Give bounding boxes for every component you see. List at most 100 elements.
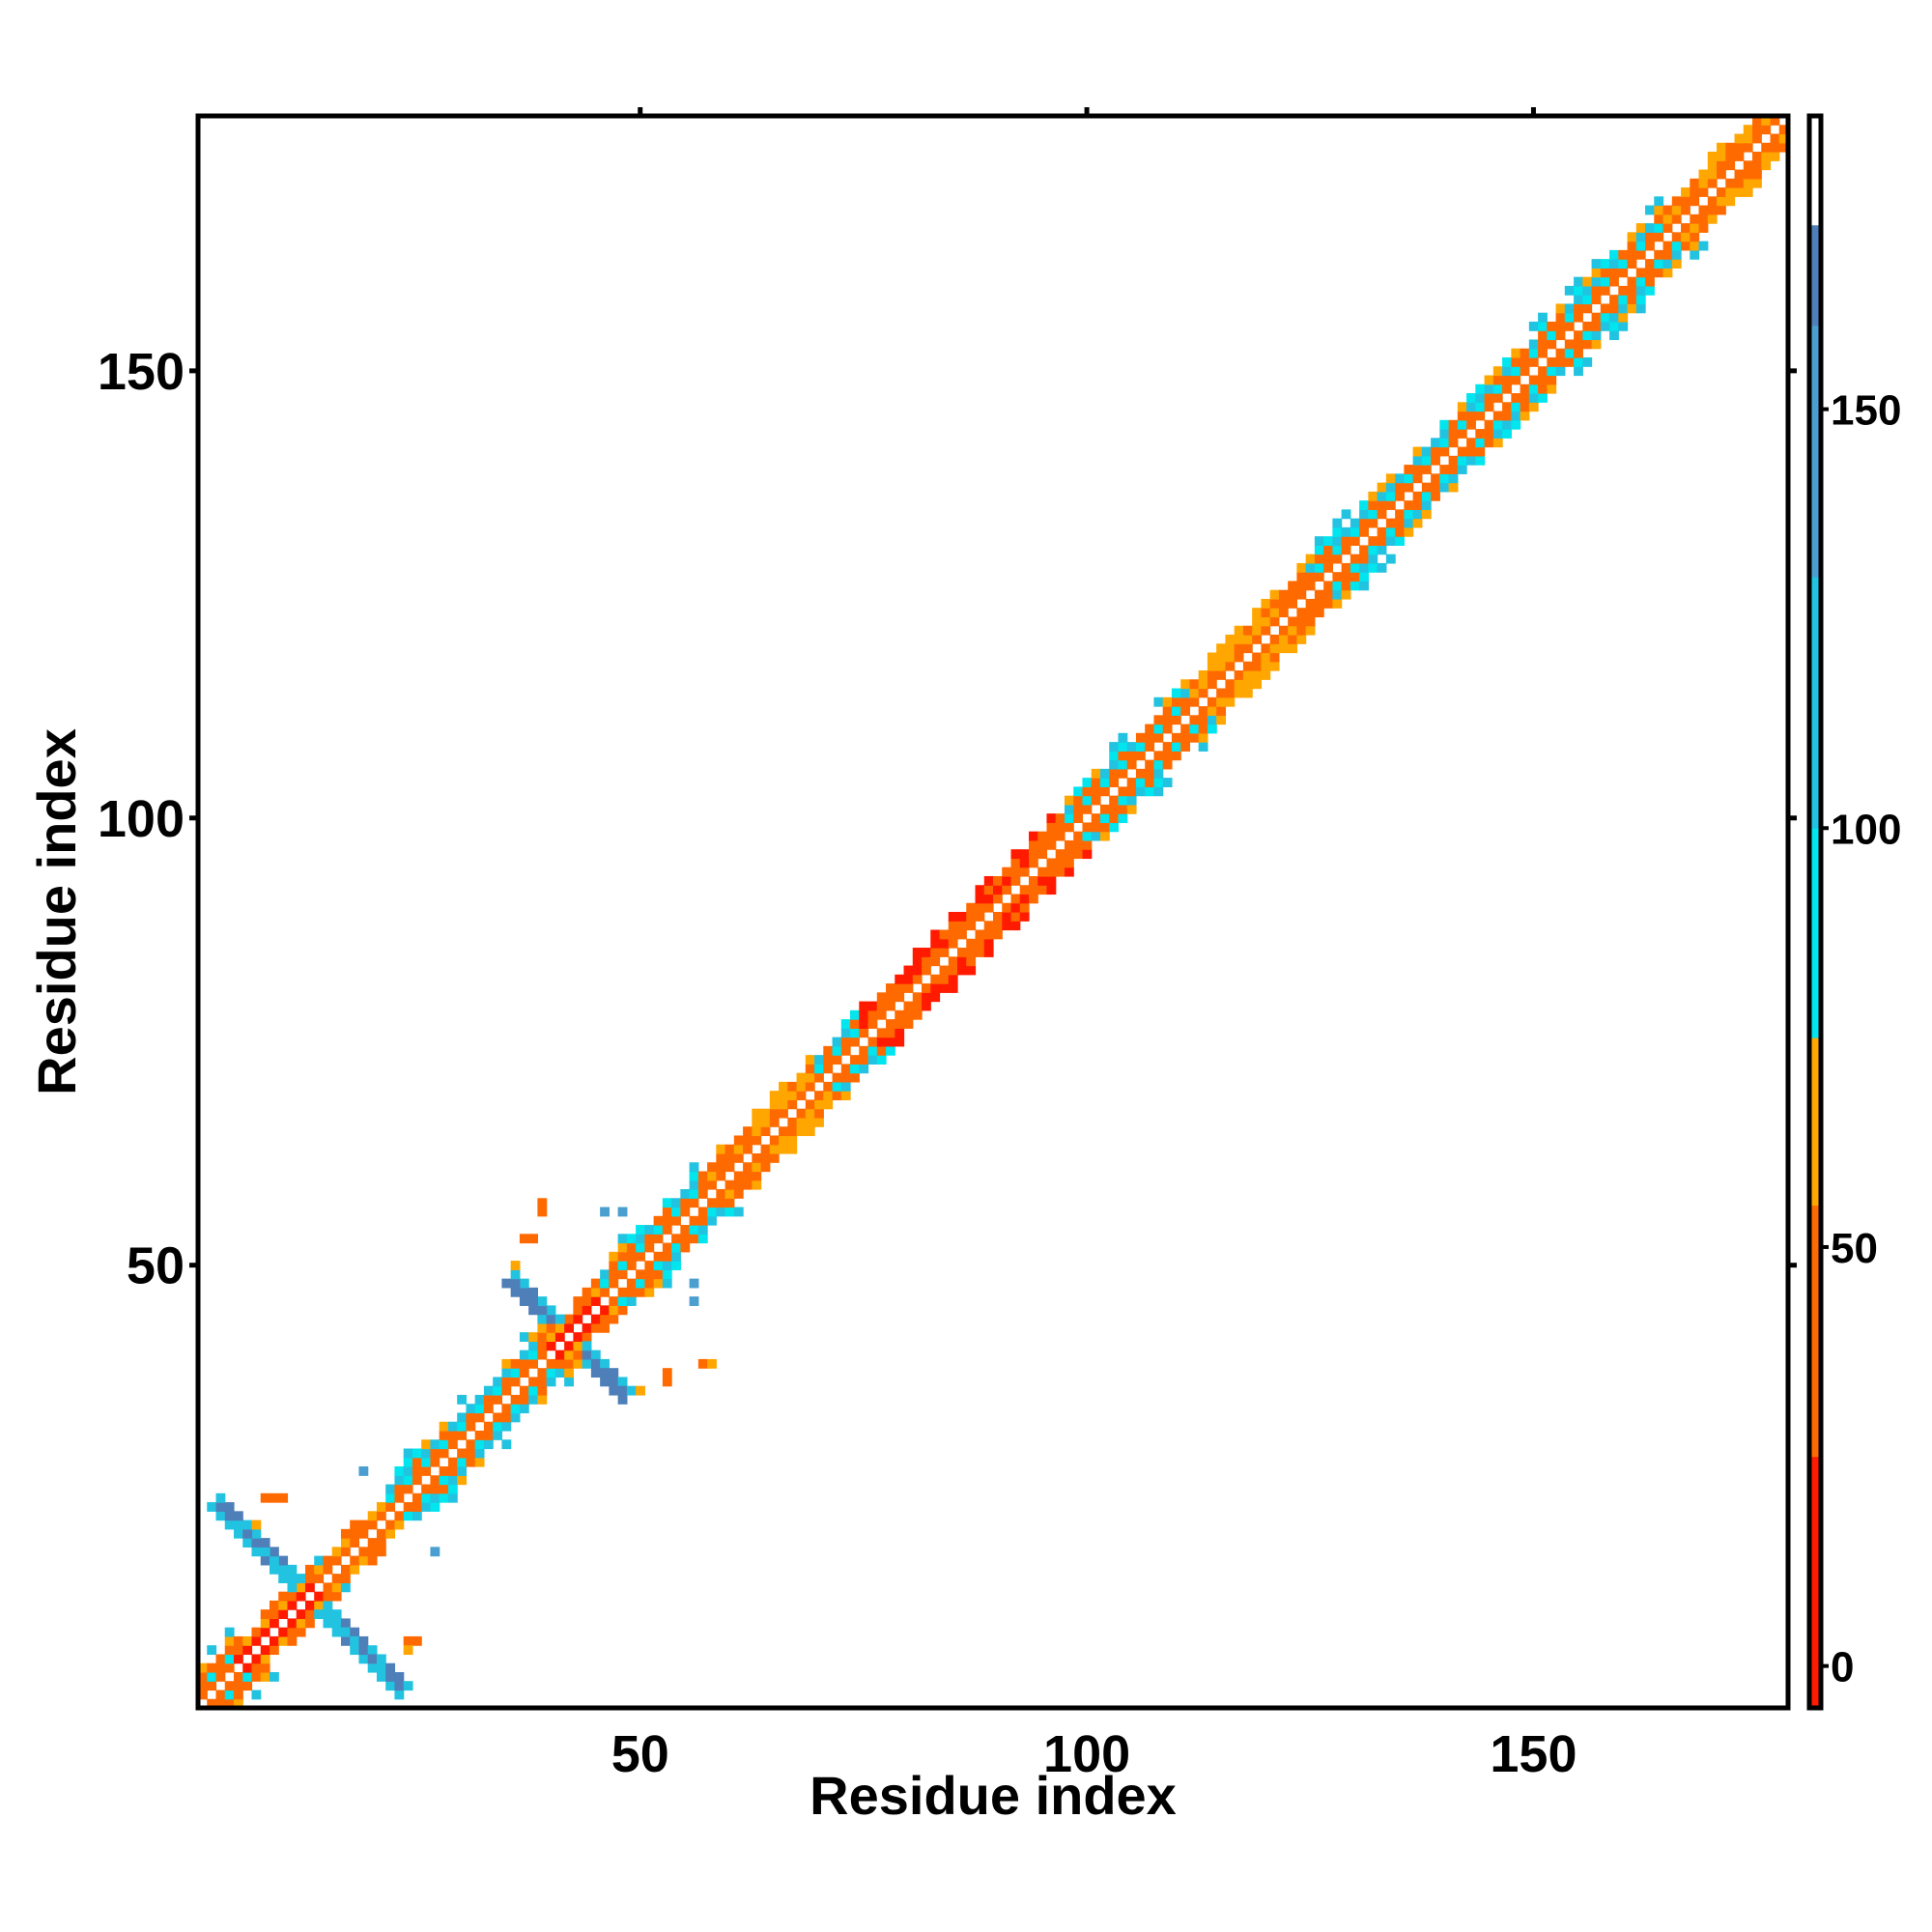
heatmap-cell (1627, 241, 1637, 251)
heatmap-cell (1547, 330, 1557, 341)
heatmap-cell (876, 1045, 887, 1056)
heatmap-cell (314, 1591, 325, 1602)
heatmap-cell (1028, 849, 1038, 860)
heatmap-cell (1252, 634, 1263, 644)
heatmap-cell (421, 1502, 432, 1512)
heatmap-cell (859, 1045, 869, 1056)
heatmap-cell (1690, 241, 1700, 251)
heatmap-cell (1609, 330, 1619, 341)
heatmap-cell (993, 894, 1003, 904)
heatmap-cell (1645, 268, 1655, 278)
heatmap-cell (1511, 366, 1521, 377)
heatmap-cell (466, 1404, 476, 1414)
heatmap-cell (278, 1627, 289, 1637)
heatmap-cell (269, 1645, 279, 1656)
heatmap-cell (653, 1251, 664, 1262)
heatmap-cell (215, 1698, 226, 1709)
heatmap-cell (930, 948, 941, 957)
heatmap-cell (859, 1009, 869, 1020)
heatmap-cell (600, 1287, 610, 1297)
heatmap-cell (805, 1099, 815, 1110)
heatmap-cell (1162, 751, 1173, 761)
heatmap-cell (716, 1198, 726, 1208)
heatmap-cell (617, 1287, 628, 1297)
heatmap-cell (752, 1152, 762, 1163)
heatmap-cell (1466, 402, 1476, 412)
heatmap-cell (1698, 223, 1709, 233)
heatmap-cell (430, 1439, 440, 1450)
heatmap-cell (1627, 276, 1637, 287)
heatmap-cell (1234, 652, 1244, 663)
heatmap-cell (1359, 526, 1369, 537)
heatmap-cell (1350, 526, 1360, 537)
heatmap-cell (662, 1251, 672, 1262)
heatmap-cell (340, 1618, 351, 1629)
heatmap-cell (1681, 205, 1690, 215)
heatmap-cell (215, 1690, 226, 1700)
heatmap-cell (876, 1009, 887, 1020)
heatmap-cell (689, 1189, 699, 1199)
heatmap-cell (760, 1117, 771, 1127)
heatmap-cell (1242, 688, 1253, 698)
heatmap-cell (590, 1287, 601, 1297)
heatmap-cell (1395, 518, 1405, 528)
heatmap-cell (1082, 849, 1093, 860)
heatmap-cell (242, 1538, 253, 1548)
heatmap-cell (1073, 831, 1084, 841)
heatmap-cell (1207, 679, 1217, 690)
heatmap-cell (269, 1609, 279, 1620)
heatmap-cell (323, 1600, 333, 1610)
heatmap-cell (1662, 241, 1673, 251)
heatmap-cell (1520, 411, 1530, 421)
heatmap-cell (385, 1492, 396, 1503)
heatmap-cell (260, 1538, 270, 1548)
heatmap-cell (1618, 321, 1629, 331)
heatmap-cell (510, 1269, 521, 1280)
heatmap-cell (528, 1234, 538, 1244)
heatmap-cell (1305, 598, 1316, 609)
heatmap-cell (1421, 509, 1432, 520)
heatmap-cell (350, 1520, 360, 1530)
heatmap-cell (350, 1635, 360, 1646)
heatmap-cell (1698, 169, 1709, 180)
heatmap-cell (1261, 616, 1271, 627)
heatmap-cell (1717, 160, 1726, 171)
heatmap-cell (1261, 652, 1271, 663)
heatmap-cell (1252, 670, 1263, 680)
heatmap-cell (1404, 526, 1414, 537)
heatmap-cell (733, 1135, 744, 1146)
heatmap-cell (1734, 142, 1745, 153)
heatmap-cell (697, 1358, 708, 1369)
heatmap-cell (840, 1091, 851, 1101)
heatmap-cell (1457, 446, 1467, 457)
colorbar-bin (1809, 828, 1821, 1038)
heatmap-cell (733, 1189, 744, 1199)
heatmap-cell (1591, 339, 1602, 350)
heatmap-cell (1528, 393, 1539, 403)
heatmap-cell (1145, 742, 1155, 752)
heatmap-cell (1538, 366, 1548, 377)
heatmap-cell (1323, 589, 1333, 600)
heatmap-cell (537, 1198, 548, 1208)
heatmap-cell (697, 1179, 708, 1190)
heatmap-cell (895, 974, 905, 984)
heatmap-cell (1099, 813, 1110, 824)
heatmap-cell (903, 983, 914, 993)
heatmap-cell (1725, 187, 1736, 197)
heatmap-cell (948, 983, 958, 993)
heatmap-cell (1457, 419, 1467, 430)
heatmap-cell (1225, 652, 1236, 663)
heatmap-cell (975, 938, 985, 949)
heatmap-cell (1761, 160, 1772, 171)
heatmap-cell (1618, 249, 1629, 260)
heatmap-cell (367, 1654, 378, 1664)
heatmap-cell (215, 1502, 226, 1512)
heatmap-cell (1368, 545, 1378, 555)
heatmap-cell (1278, 608, 1289, 618)
heatmap-cell (1502, 411, 1512, 421)
heatmap-cell (805, 1072, 815, 1083)
heatmap-cell (1269, 589, 1280, 600)
heatmap-cell (1252, 652, 1263, 663)
heatmap-cell (590, 1314, 601, 1324)
heatmap-cell (304, 1618, 315, 1629)
